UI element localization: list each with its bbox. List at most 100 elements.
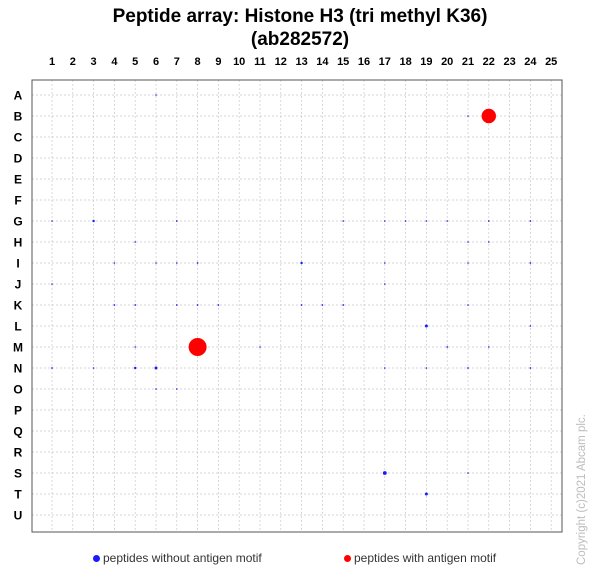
point-G19-without-motif [425, 220, 428, 222]
point-G3-without-motif [92, 219, 95, 223]
row-label-A: A [14, 89, 23, 103]
point-M20-without-motif [446, 346, 449, 348]
col-label-9: 9 [215, 56, 221, 68]
chart-title-line-1: Peptide array: Histone H3 (tri methyl K3… [112, 6, 488, 27]
col-label-13: 13 [295, 56, 307, 68]
col-label-5: 5 [132, 56, 138, 68]
point-S21-without-motif [467, 472, 469, 474]
point-I8-without-motif [196, 262, 199, 264]
point-M5-without-motif [134, 346, 136, 348]
row-label-C: C [14, 131, 23, 145]
row-label-D: D [14, 152, 23, 166]
row-label-F: F [14, 194, 21, 208]
point-G7-without-motif [175, 220, 178, 222]
point-N21-without-motif [467, 367, 469, 369]
row-label-K: K [14, 299, 23, 313]
point-J17-without-motif [384, 283, 386, 285]
point-G24-without-motif [529, 220, 532, 222]
point-G1-without-motif [51, 220, 53, 222]
point-J1-without-motif [51, 283, 53, 285]
col-label-25: 25 [545, 56, 557, 68]
point-S17-without-motif [382, 471, 387, 475]
row-label-H: H [14, 236, 23, 250]
legend-item-with-motif: peptides with antigen motif [344, 551, 496, 565]
point-G17-without-motif [384, 220, 386, 222]
chart-title-line-2: (ab282572) [250, 29, 350, 50]
col-label-12: 12 [275, 56, 287, 68]
col-label-22: 22 [483, 56, 495, 68]
col-label-1: 1 [49, 56, 55, 68]
point-I21-without-motif [467, 262, 469, 264]
row-label-O: O [13, 383, 22, 397]
row-label-L: L [14, 320, 21, 334]
point-K14-without-motif [321, 304, 324, 306]
row-label-R: R [14, 446, 23, 460]
point-N19-without-motif [425, 367, 428, 369]
row-label-E: E [14, 173, 22, 187]
col-label-24: 24 [524, 56, 537, 68]
col-label-4: 4 [111, 56, 118, 68]
grid [32, 80, 562, 532]
point-B21-without-motif [467, 115, 469, 117]
point-H5-without-motif [134, 241, 136, 243]
copyright-notice: Copyright (c)2021 Abcam plc. [576, 414, 588, 565]
row-label-P: P [14, 404, 22, 418]
point-M22-without-motif [488, 346, 490, 348]
point-N6-without-motif [154, 366, 158, 370]
legend-label-without-motif: peptides without antigen motif [103, 551, 262, 565]
col-label-11: 11 [254, 56, 266, 68]
point-G15-without-motif [342, 220, 345, 222]
point-G22-without-motif [487, 220, 490, 222]
point-O6-without-motif [155, 388, 157, 390]
data-points [51, 94, 532, 496]
point-K5-without-motif [134, 304, 137, 306]
row-label-S: S [14, 467, 22, 481]
point-N24-without-motif [529, 367, 532, 369]
col-label-6: 6 [153, 56, 159, 68]
row-label-T: T [14, 488, 22, 502]
point-K15-without-motif [342, 304, 345, 306]
row-label-U: U [14, 509, 23, 523]
row-label-I: I [16, 257, 19, 271]
point-L19-without-motif [424, 324, 428, 328]
point-I24-without-motif [529, 262, 532, 264]
point-H21-without-motif [467, 241, 469, 243]
col-label-10: 10 [233, 56, 245, 68]
point-I6-without-motif [155, 262, 157, 264]
legend-red-dot-icon [344, 554, 351, 562]
legend-label-with-motif: peptides with antigen motif [354, 551, 497, 565]
col-label-2: 2 [70, 56, 76, 68]
point-B22-with-motif [481, 108, 496, 124]
col-label-3: 3 [91, 56, 97, 68]
plot-frame [31, 79, 563, 533]
col-label-21: 21 [462, 56, 474, 68]
point-I13-without-motif [300, 261, 303, 265]
col-label-20: 20 [441, 56, 453, 68]
col-label-15: 15 [337, 56, 349, 68]
point-L24-without-motif [529, 325, 532, 327]
row-label-Q: Q [13, 425, 22, 439]
point-K9-without-motif [217, 304, 220, 306]
col-label-16: 16 [358, 56, 370, 68]
col-label-18: 18 [399, 56, 411, 68]
point-N5-without-motif [134, 366, 137, 370]
point-H22-without-motif [488, 241, 490, 243]
point-I17-without-motif [384, 262, 386, 264]
point-N1-without-motif [51, 367, 53, 369]
col-label-14: 14 [316, 56, 329, 68]
point-O7-without-motif [176, 388, 178, 390]
row-label-N: N [14, 362, 23, 376]
row-label-B: B [14, 110, 23, 124]
point-A6-without-motif [155, 94, 157, 96]
col-label-17: 17 [379, 56, 391, 68]
legend-blue-dot-icon [93, 554, 100, 562]
point-G20-without-motif [446, 220, 449, 222]
col-label-8: 8 [195, 56, 201, 68]
point-N17-without-motif [384, 367, 386, 369]
column-labels: 1 2 3 4 5 6 7 8 9 10 11 12 13 14 15 16 17 18 19 20 21 22 23 24 2… [49, 56, 557, 68]
point-M8-with-motif [188, 338, 207, 356]
point-G18-without-motif [404, 220, 407, 222]
point-K4-without-motif [113, 304, 116, 306]
point-T19-without-motif [424, 492, 428, 496]
